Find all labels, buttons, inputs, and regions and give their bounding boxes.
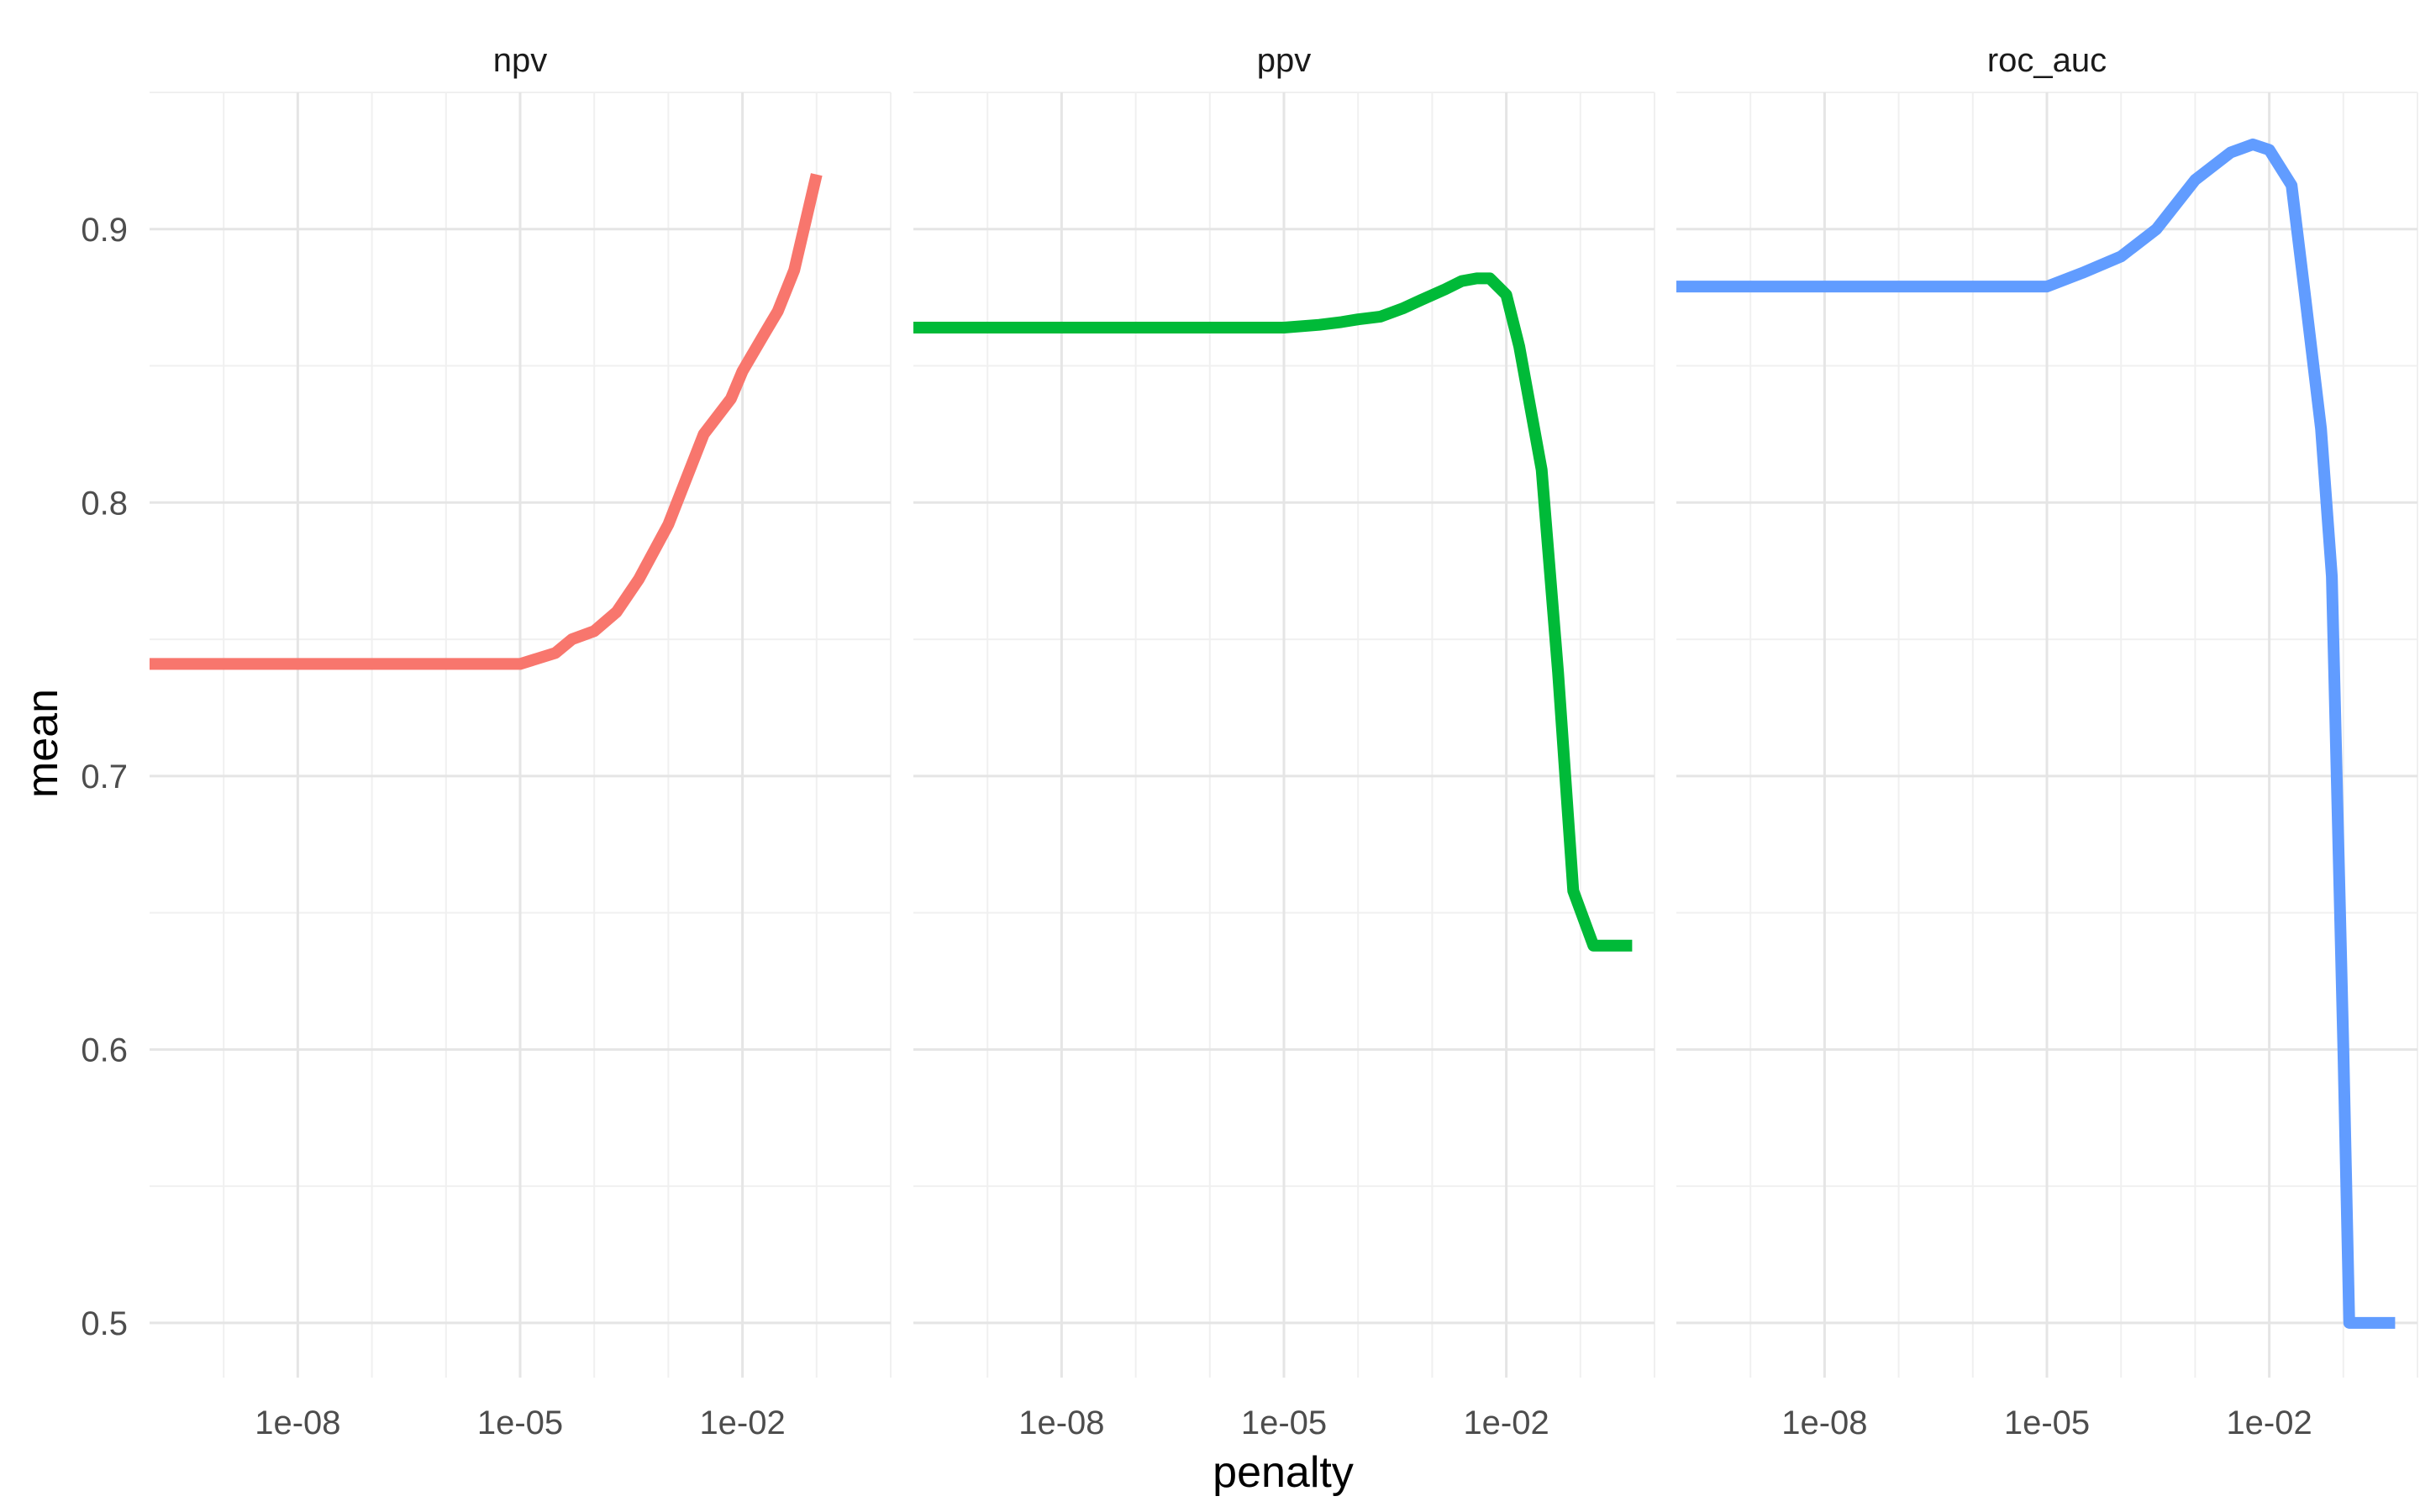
x-tick-label: 1e-08 — [255, 1404, 340, 1441]
facet-strip-label: npv — [493, 42, 548, 79]
x-tick-label: 1e-05 — [2004, 1404, 2090, 1441]
facet-panel-ppv: 1e-08 1e-05 1e-02 ppv — [913, 42, 1655, 1441]
series-line-npv — [150, 173, 823, 670]
x-tick-label: 1e-08 — [1781, 1404, 1867, 1441]
x-tick-label: 1e-05 — [1241, 1404, 1327, 1441]
y-tick-label: 0.7 — [81, 759, 128, 795]
x-axis-title: penalty — [1213, 1448, 1354, 1497]
facet-panel-roc-auc: 1e-08 1e-05 1e-02 roc_auc — [1676, 42, 2418, 1441]
y-tick-label: 0.6 — [81, 1032, 128, 1068]
series-line-ppv — [913, 272, 1633, 952]
facet-panel-npv: 1e-08 1e-05 1e-02 npv — [150, 42, 892, 1441]
x-tick-label: 1e-08 — [1018, 1404, 1104, 1441]
facet-strip-label: roc_auc — [1987, 42, 2107, 79]
x-tick-label: 1e-05 — [477, 1404, 563, 1441]
y-axis-title: mean — [18, 689, 67, 798]
y-axis: 0.5 0.6 0.7 0.8 0.9 — [81, 212, 128, 1342]
x-tick-label: 1e-02 — [699, 1404, 785, 1441]
facet-strip-label: ppv — [1257, 42, 1312, 79]
y-tick-label: 0.9 — [81, 212, 128, 249]
y-tick-label: 0.8 — [81, 485, 128, 522]
x-tick-label: 1e-02 — [2226, 1404, 2312, 1441]
series-line-roc-auc — [1676, 138, 2396, 1329]
y-tick-label: 0.5 — [81, 1305, 128, 1342]
x-tick-label: 1e-02 — [1463, 1404, 1549, 1441]
